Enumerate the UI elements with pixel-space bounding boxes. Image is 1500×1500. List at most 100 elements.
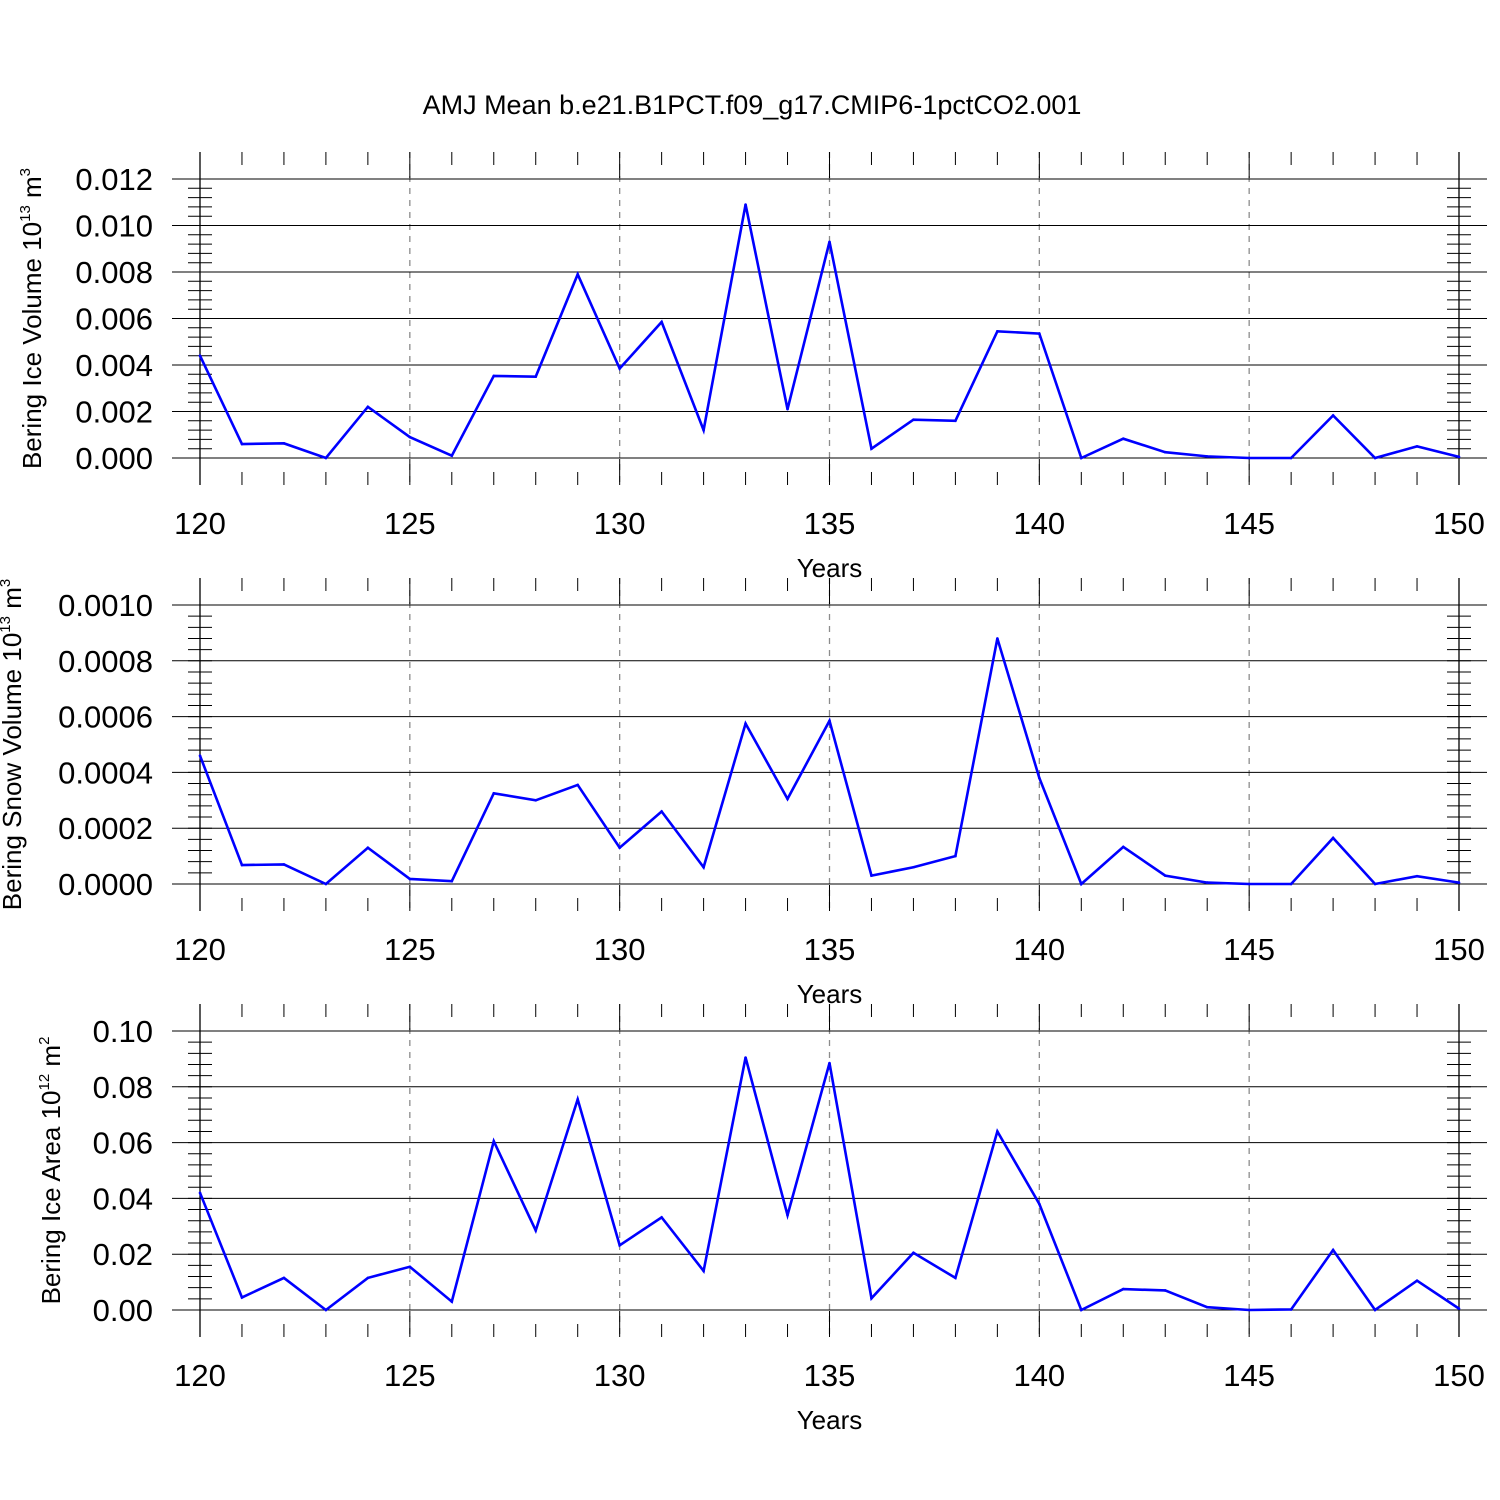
- x-tick-label: 125: [384, 506, 436, 541]
- data-point: [198, 754, 202, 757]
- data-point: [1038, 332, 1041, 335]
- y-axis-label-exponent: 2: [36, 1037, 53, 1045]
- data-point: [1415, 1279, 1419, 1283]
- x-tick-label: 120: [174, 1358, 226, 1393]
- y-tick-label: 0.00: [93, 1293, 153, 1328]
- y-tick-label: 0.0000: [58, 867, 153, 902]
- data-point: [702, 1269, 705, 1273]
- x-tick-label: 125: [384, 1358, 436, 1393]
- data-point: [282, 1276, 286, 1280]
- data-point: [1331, 414, 1335, 417]
- data-point: [1247, 456, 1251, 460]
- data-point: [492, 1139, 496, 1143]
- y-tick-label: 0.06: [93, 1126, 153, 1161]
- data-point: [786, 797, 789, 801]
- data-point: [912, 418, 915, 421]
- x-axis-label: Years: [797, 1405, 863, 1435]
- panel-3: 120 125 130 135 140 145 150 0.00 0.02 0.04 0.06 0.0…: [36, 1004, 1487, 1435]
- data-point: [1247, 882, 1251, 886]
- data-point: [198, 354, 202, 358]
- y-axis-label-part: Bering Ice Area 10: [36, 1091, 66, 1305]
- data-point: [324, 882, 328, 886]
- x-tick-label: 130: [594, 1358, 646, 1393]
- y-tick-label: 0.08: [93, 1070, 153, 1105]
- y-tick-label: 0.04: [93, 1181, 153, 1216]
- data-point: [1080, 1308, 1083, 1312]
- y-axis-label-part: m: [0, 587, 27, 616]
- y-tick-label: 0.10: [93, 1014, 153, 1049]
- y-tick-label: 0.008: [75, 255, 153, 290]
- data-point: [1331, 1248, 1335, 1252]
- data-point: [366, 405, 370, 409]
- data-point: [534, 1229, 538, 1232]
- data-point: [408, 435, 412, 439]
- x-tick-label: 140: [1013, 1358, 1065, 1393]
- data-point: [366, 846, 370, 850]
- x-tick-label: 145: [1223, 932, 1275, 967]
- data-point: [660, 810, 663, 813]
- x-tick-label: 135: [804, 932, 856, 967]
- data-point: [1121, 437, 1125, 441]
- data-point: [828, 1061, 831, 1065]
- data-point: [1289, 456, 1293, 460]
- x-tick-label: 120: [174, 506, 226, 541]
- y-axis-label: Bering Ice Volume 1013 m3: [17, 168, 47, 469]
- data-point: [1373, 1308, 1377, 1312]
- data-point: [828, 719, 831, 723]
- data-point: [786, 1213, 789, 1217]
- data-point: [240, 442, 244, 446]
- data-point: [450, 879, 454, 883]
- data-point: [1163, 450, 1167, 454]
- data-point: [1289, 1308, 1293, 1311]
- data-point: [870, 874, 873, 877]
- x-tick-label: 145: [1223, 1358, 1275, 1393]
- data-point: [996, 637, 999, 640]
- data-point: [660, 320, 663, 324]
- y-tick-label: 0.012: [75, 162, 153, 197]
- data-point: [282, 442, 286, 445]
- x-tick-label: 130: [594, 506, 646, 541]
- data-point: [450, 1300, 454, 1303]
- y-tick-label: 0.000: [75, 441, 153, 476]
- y-tick-label: 0.02: [93, 1237, 153, 1272]
- x-tick-label: 150: [1433, 506, 1485, 541]
- data-point: [1038, 776, 1041, 780]
- data-point: [576, 273, 579, 276]
- data-point: [1205, 881, 1209, 884]
- data-point: [1163, 874, 1167, 877]
- data-point: [366, 1276, 370, 1280]
- y-axis-label-exponent: 13: [17, 205, 34, 222]
- data-point: [954, 854, 957, 858]
- data-point: [1457, 881, 1461, 884]
- x-tick-label: 140: [1013, 932, 1065, 967]
- data-point: [492, 374, 496, 378]
- data-point: [240, 1296, 244, 1299]
- data-point: [954, 419, 957, 423]
- x-tick-label: 150: [1433, 932, 1485, 967]
- data-point: [618, 367, 621, 370]
- data-point: [1457, 1307, 1461, 1310]
- data-point: [744, 722, 747, 725]
- data-point: [1289, 882, 1293, 886]
- data-point: [1457, 455, 1461, 459]
- y-axis-label-exponent: 12: [36, 1074, 53, 1091]
- y-axis-label: Bering Snow Volume 1013 m3: [0, 579, 27, 910]
- data-point: [702, 428, 705, 432]
- data-point: [324, 456, 328, 460]
- y-tick-label: 0.002: [75, 395, 153, 430]
- data-point: [618, 846, 621, 850]
- data-point: [744, 1056, 747, 1059]
- data-point: [324, 1308, 328, 1312]
- data-point: [912, 865, 915, 869]
- data-point: [786, 407, 789, 411]
- data-point: [1331, 836, 1335, 840]
- data-point: [534, 799, 538, 802]
- data-point: [870, 1296, 873, 1300]
- x-tick-label: 130: [594, 932, 646, 967]
- y-tick-label: 0.0010: [58, 588, 153, 623]
- data-point: [1121, 1287, 1125, 1291]
- x-tick-label: 135: [804, 1358, 856, 1393]
- data-point: [282, 863, 286, 866]
- data-point: [1415, 874, 1419, 878]
